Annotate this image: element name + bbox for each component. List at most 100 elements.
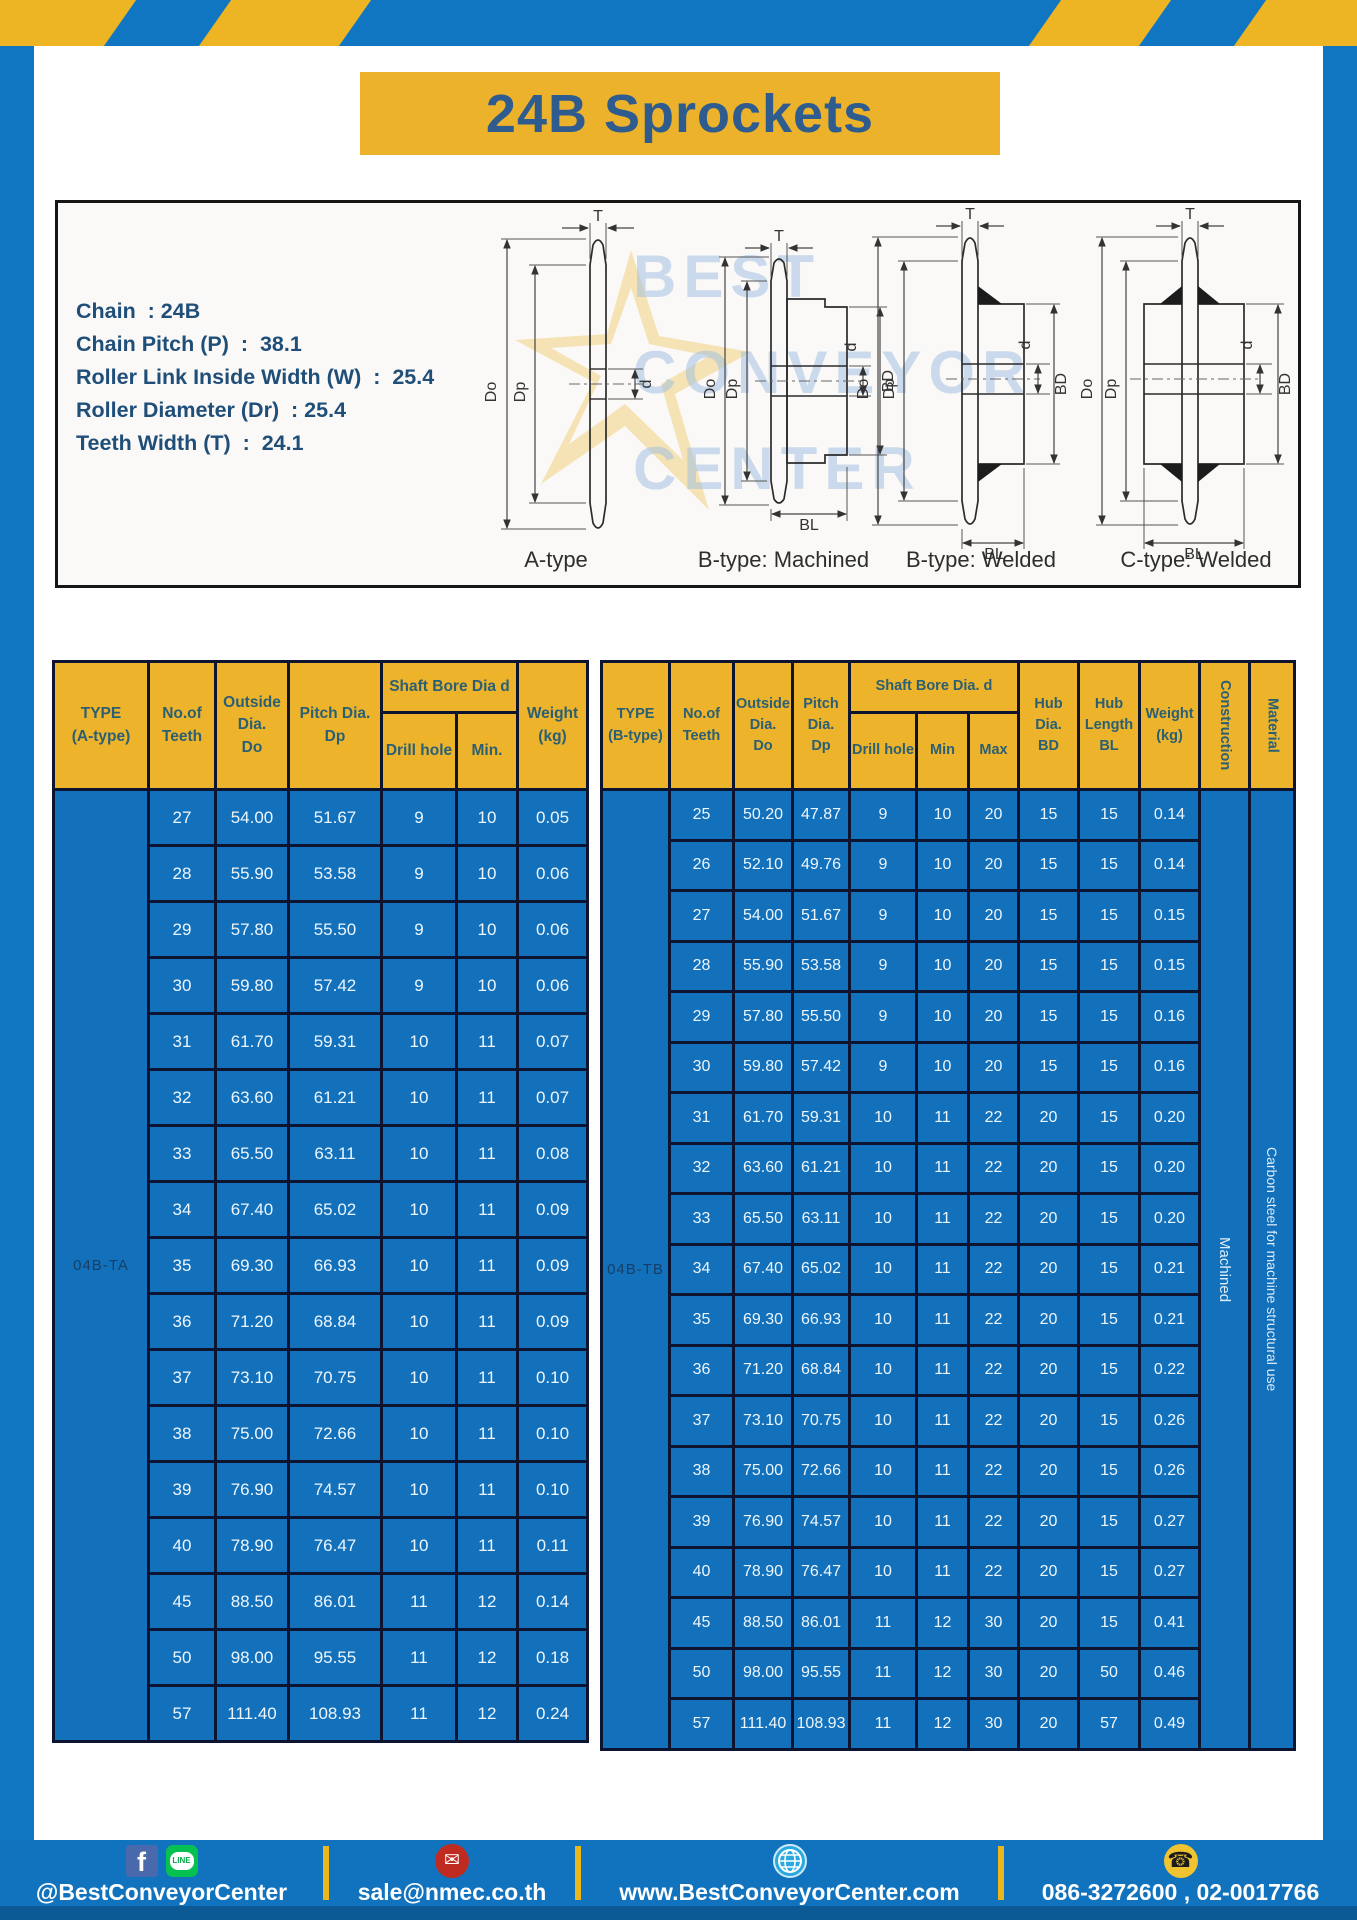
col-header-type: TYPE (B-type)	[603, 663, 668, 788]
globe-icon	[772, 1843, 807, 1878]
right-border	[1323, 46, 1357, 1920]
table-cell: 111.40	[735, 1700, 791, 1748]
table-cell: 73.10	[735, 1397, 791, 1445]
table-cell: 0.10	[519, 1407, 586, 1460]
table-cell: 15	[1020, 993, 1077, 1041]
hazard-stripe	[196, 0, 374, 46]
table-cell: 57	[150, 1687, 214, 1740]
table-cell: 0.26	[1141, 1397, 1198, 1445]
spec-chain: Chain : 24B	[76, 299, 201, 323]
phone-section[interactable]: ☎ 086-3272600 , 02-0017766	[1004, 1840, 1357, 1906]
social-section[interactable]: f LINE @BestConveyorCenter	[0, 1840, 323, 1906]
col-header-drill-hole: Drill hole	[851, 714, 915, 788]
col-header-teeth: No.of Teeth	[671, 663, 732, 788]
social-handle[interactable]: @BestConveyorCenter	[35, 1879, 288, 1905]
email-address[interactable]: sale@nmec.co.th	[357, 1879, 547, 1905]
table-cell: 59.80	[217, 959, 287, 1012]
website-section[interactable]: www.BestConveyorCenter.com	[581, 1840, 998, 1906]
table-cell: 76.90	[217, 1463, 287, 1516]
table-cell: 11	[918, 1548, 967, 1596]
table-cell: 0.20	[1141, 1094, 1198, 1142]
table-cell: 40	[671, 1548, 732, 1596]
table-cell: 38	[150, 1407, 214, 1460]
table-cell: 15	[1080, 841, 1138, 889]
table-cell: 0.16	[1141, 993, 1198, 1041]
dim-bl-label: BL	[1184, 546, 1204, 563]
table-cell: 11	[851, 1700, 915, 1748]
caption-c-type-welded: C-type: Welded	[1120, 547, 1272, 572]
table-cell: 78.90	[735, 1548, 791, 1596]
table-cell: 9	[383, 847, 455, 900]
table-cell: 66.93	[794, 1296, 848, 1344]
table-cell: 0.21	[1141, 1296, 1198, 1344]
line-icon[interactable]: LINE	[165, 1844, 198, 1877]
table-cell: 72.66	[794, 1447, 848, 1495]
dim-do-label: Do	[702, 379, 719, 400]
phone-numbers[interactable]: 086-3272600 , 02-0017766	[1041, 1879, 1320, 1905]
table-cell: 88.50	[217, 1575, 287, 1628]
table-cell: 15	[1020, 1043, 1077, 1091]
table-cell: 10	[851, 1296, 915, 1344]
table-cell: 10	[918, 892, 967, 940]
left-border	[0, 46, 34, 1920]
facebook-icon[interactable]: f	[125, 1844, 158, 1877]
table-cell: 54.00	[735, 892, 791, 940]
table-cell: 11	[383, 1575, 455, 1628]
table-cell: 35	[150, 1239, 214, 1292]
dim-do-label: Do	[855, 379, 872, 400]
table-cell: 55.90	[735, 942, 791, 990]
table-cell: 59.31	[794, 1094, 848, 1142]
table-cell: 45	[150, 1575, 214, 1628]
table-cell: 30	[970, 1700, 1017, 1748]
table-cell: 11	[458, 1463, 516, 1516]
table-cell: 15	[1080, 1447, 1138, 1495]
dim-d-label: d	[638, 380, 655, 389]
table-cell: 11	[458, 1071, 516, 1124]
dim-t-label: T	[593, 208, 603, 225]
table-cell: 11	[918, 1447, 967, 1495]
table-cell: 57.42	[794, 1043, 848, 1091]
table-cell: 0.20	[1141, 1195, 1198, 1243]
table-cell: 35	[671, 1296, 732, 1344]
c-type-welded-diagram: T Do Dp d BD BL	[1079, 206, 1294, 563]
dim-d-label: d	[843, 343, 860, 352]
table-cell: 11	[851, 1649, 915, 1697]
table-cell: 67.40	[217, 1183, 287, 1236]
material-cell: Carbon steel for machine structural use	[1251, 791, 1293, 1748]
table-cell: 75.00	[735, 1447, 791, 1495]
table-cell: 22	[970, 1245, 1017, 1293]
table-cell: 0.20	[1141, 1144, 1198, 1192]
footer-divider	[575, 1846, 581, 1900]
table-cell: 10	[851, 1397, 915, 1445]
table-cell: 25	[671, 791, 732, 839]
dim-dp-label: Dp	[881, 379, 898, 400]
table-cell: 20	[970, 1043, 1017, 1091]
table-cell: 11	[918, 1397, 967, 1445]
table-cell: 55.50	[290, 903, 380, 956]
email-section[interactable]: ✉ sale@nmec.co.th	[329, 1840, 575, 1906]
table-cell: 50	[150, 1631, 214, 1684]
hazard-stripe	[1231, 0, 1357, 46]
table-cell: 0.27	[1141, 1498, 1198, 1546]
table-cell: 65.50	[217, 1127, 287, 1180]
table-cell: 98.00	[217, 1631, 287, 1684]
table-cell: 10	[851, 1447, 915, 1495]
spec-teeth-width: Teeth Width (T) : 24.1	[76, 431, 304, 455]
table-cell: 11	[851, 1599, 915, 1647]
table-cell: 20	[1020, 1447, 1077, 1495]
table-cell: 11	[383, 1631, 455, 1684]
table-cell: 26	[671, 841, 732, 889]
table-cell: 11	[458, 1015, 516, 1068]
table-cell: 27	[671, 892, 732, 940]
table-cell: 12	[918, 1649, 967, 1697]
table-cell: 11	[458, 1239, 516, 1292]
table-cell: 53.58	[290, 847, 380, 900]
table-cell: 53.58	[794, 942, 848, 990]
table-cell: 15	[1020, 942, 1077, 990]
table-cell: 10	[383, 1015, 455, 1068]
table-cell: 12	[458, 1687, 516, 1740]
table-cell: 0.06	[519, 903, 586, 956]
website-url[interactable]: www.BestConveyorCenter.com	[619, 1879, 960, 1905]
table-cell: 10	[383, 1127, 455, 1180]
table-cell: 70.75	[794, 1397, 848, 1445]
